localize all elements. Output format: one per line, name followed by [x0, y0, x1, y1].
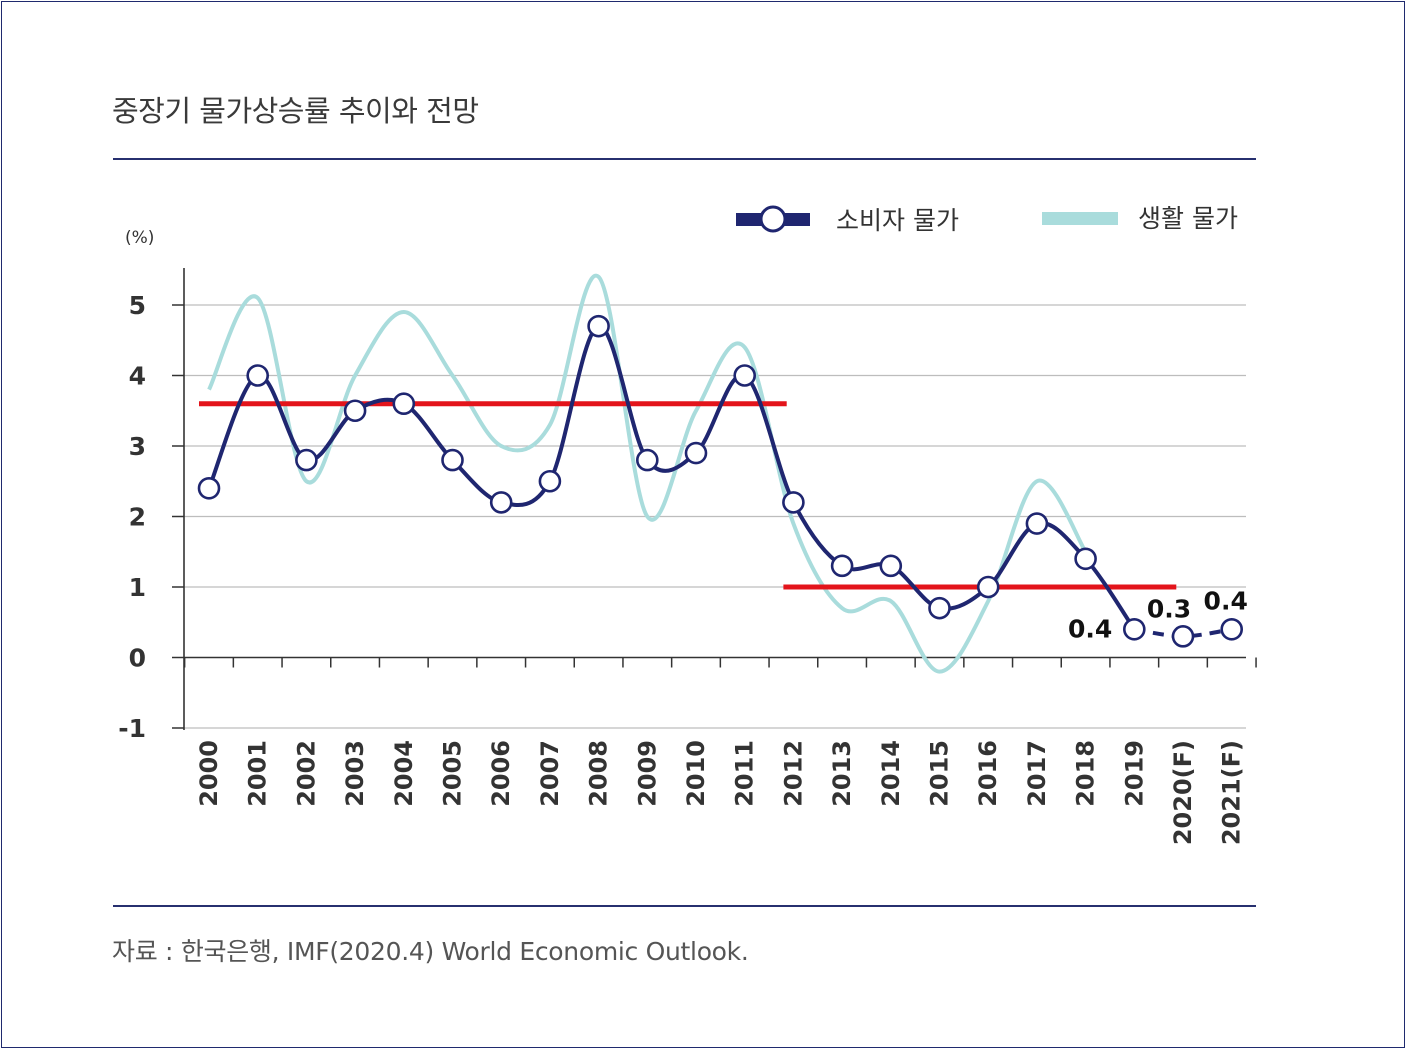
x-tick-label: 2011 — [731, 740, 759, 807]
x-tick-label: 2002 — [292, 740, 320, 807]
x-tick-label: 2019 — [1120, 740, 1148, 807]
x-tick-label: 2003 — [341, 740, 369, 807]
x-tick-label: 2015 — [926, 740, 954, 807]
bottom-rule — [113, 905, 1256, 907]
chart-title: 중장기 물가상승률 추이와 전망 — [112, 94, 479, 128]
y-tick-label: 2 — [129, 503, 146, 532]
label-layer: 0.4 0.3 0.4 — [1068, 586, 1248, 643]
cpi-point — [489, 491, 513, 514]
cpi-point — [1171, 625, 1195, 648]
x-tick-label: 2017 — [1023, 740, 1051, 807]
cpi-point — [830, 554, 854, 578]
y-tick-label: -1 — [118, 714, 146, 743]
x-tick-label: 2009 — [633, 740, 661, 807]
x-tick-label: 2008 — [585, 740, 613, 807]
y-axis-unit: (%) — [125, 228, 154, 248]
cpi-point — [343, 399, 367, 423]
cpi-point — [1025, 512, 1049, 535]
x-tick-label: 2000 — [195, 740, 223, 807]
y-tick-label: 0 — [129, 644, 146, 673]
x-tick-label: 2001 — [244, 740, 272, 807]
cpi-point — [1123, 617, 1146, 641]
data-label: 0.4 — [1068, 614, 1112, 643]
cpi-point — [587, 314, 610, 338]
x-tick-label: 2021(F) — [1218, 740, 1246, 845]
x-tick-label: 2004 — [390, 740, 418, 807]
living-series-layer — [207, 273, 1088, 674]
data-label: 0.3 — [1147, 594, 1191, 623]
living-price-line — [207, 273, 1088, 674]
x-tick-label: 2010 — [682, 740, 710, 807]
cpi-point — [1074, 547, 1097, 571]
y-tick-label: 4 — [129, 362, 146, 391]
x-tick-label: 2020(F) — [1169, 740, 1197, 845]
data-label: 0.4 — [1204, 586, 1248, 615]
top-rule — [113, 158, 1256, 160]
cpi-series-layer — [197, 314, 1243, 648]
cpi-point — [246, 364, 270, 387]
x-tick-label: 2007 — [536, 740, 564, 807]
legend-cpi-marker — [759, 205, 787, 233]
x-tick-label: 2012 — [779, 740, 807, 807]
y-tick-label: 5 — [129, 291, 146, 320]
cpi-point — [295, 448, 318, 472]
legend-living-label: 생활 물가 — [1138, 204, 1238, 233]
cpi-point — [538, 469, 562, 493]
legend-cpi-label: 소비자 물가 — [836, 206, 959, 235]
cpi-point — [392, 392, 416, 416]
cpi-point — [635, 448, 659, 472]
x-tick-label: 2005 — [439, 740, 467, 807]
cpi-point — [441, 448, 464, 472]
x-tick-label: 2014 — [877, 740, 905, 807]
cpi-point — [684, 441, 708, 465]
legend: 소비자 물가 생활 물가 — [736, 204, 1238, 235]
cpi-point — [1220, 617, 1243, 641]
x-tick-label: 2006 — [487, 740, 515, 807]
source-note: 자료 : 한국은행, IMF(2020.4) World Economic Ou… — [112, 937, 749, 966]
axis-layer: 5 4 3 2 1 0 -1 2000 2001 2002 2003 2004 2005 2006 2007… — [118, 268, 1257, 845]
cpi-point — [928, 596, 951, 620]
cpi-point — [197, 476, 221, 500]
cpi-point — [733, 364, 757, 387]
x-tick-label: 2018 — [1072, 740, 1100, 807]
x-tick-label: 2016 — [974, 740, 1002, 807]
cpi-point — [782, 491, 805, 514]
cpi-point — [879, 554, 903, 578]
legend-living-swatch — [1042, 212, 1118, 225]
x-tick-label: 2013 — [828, 740, 856, 807]
cpi-point — [976, 575, 1000, 599]
y-tick-label: 3 — [129, 432, 146, 461]
y-tick-label: 1 — [129, 573, 146, 602]
